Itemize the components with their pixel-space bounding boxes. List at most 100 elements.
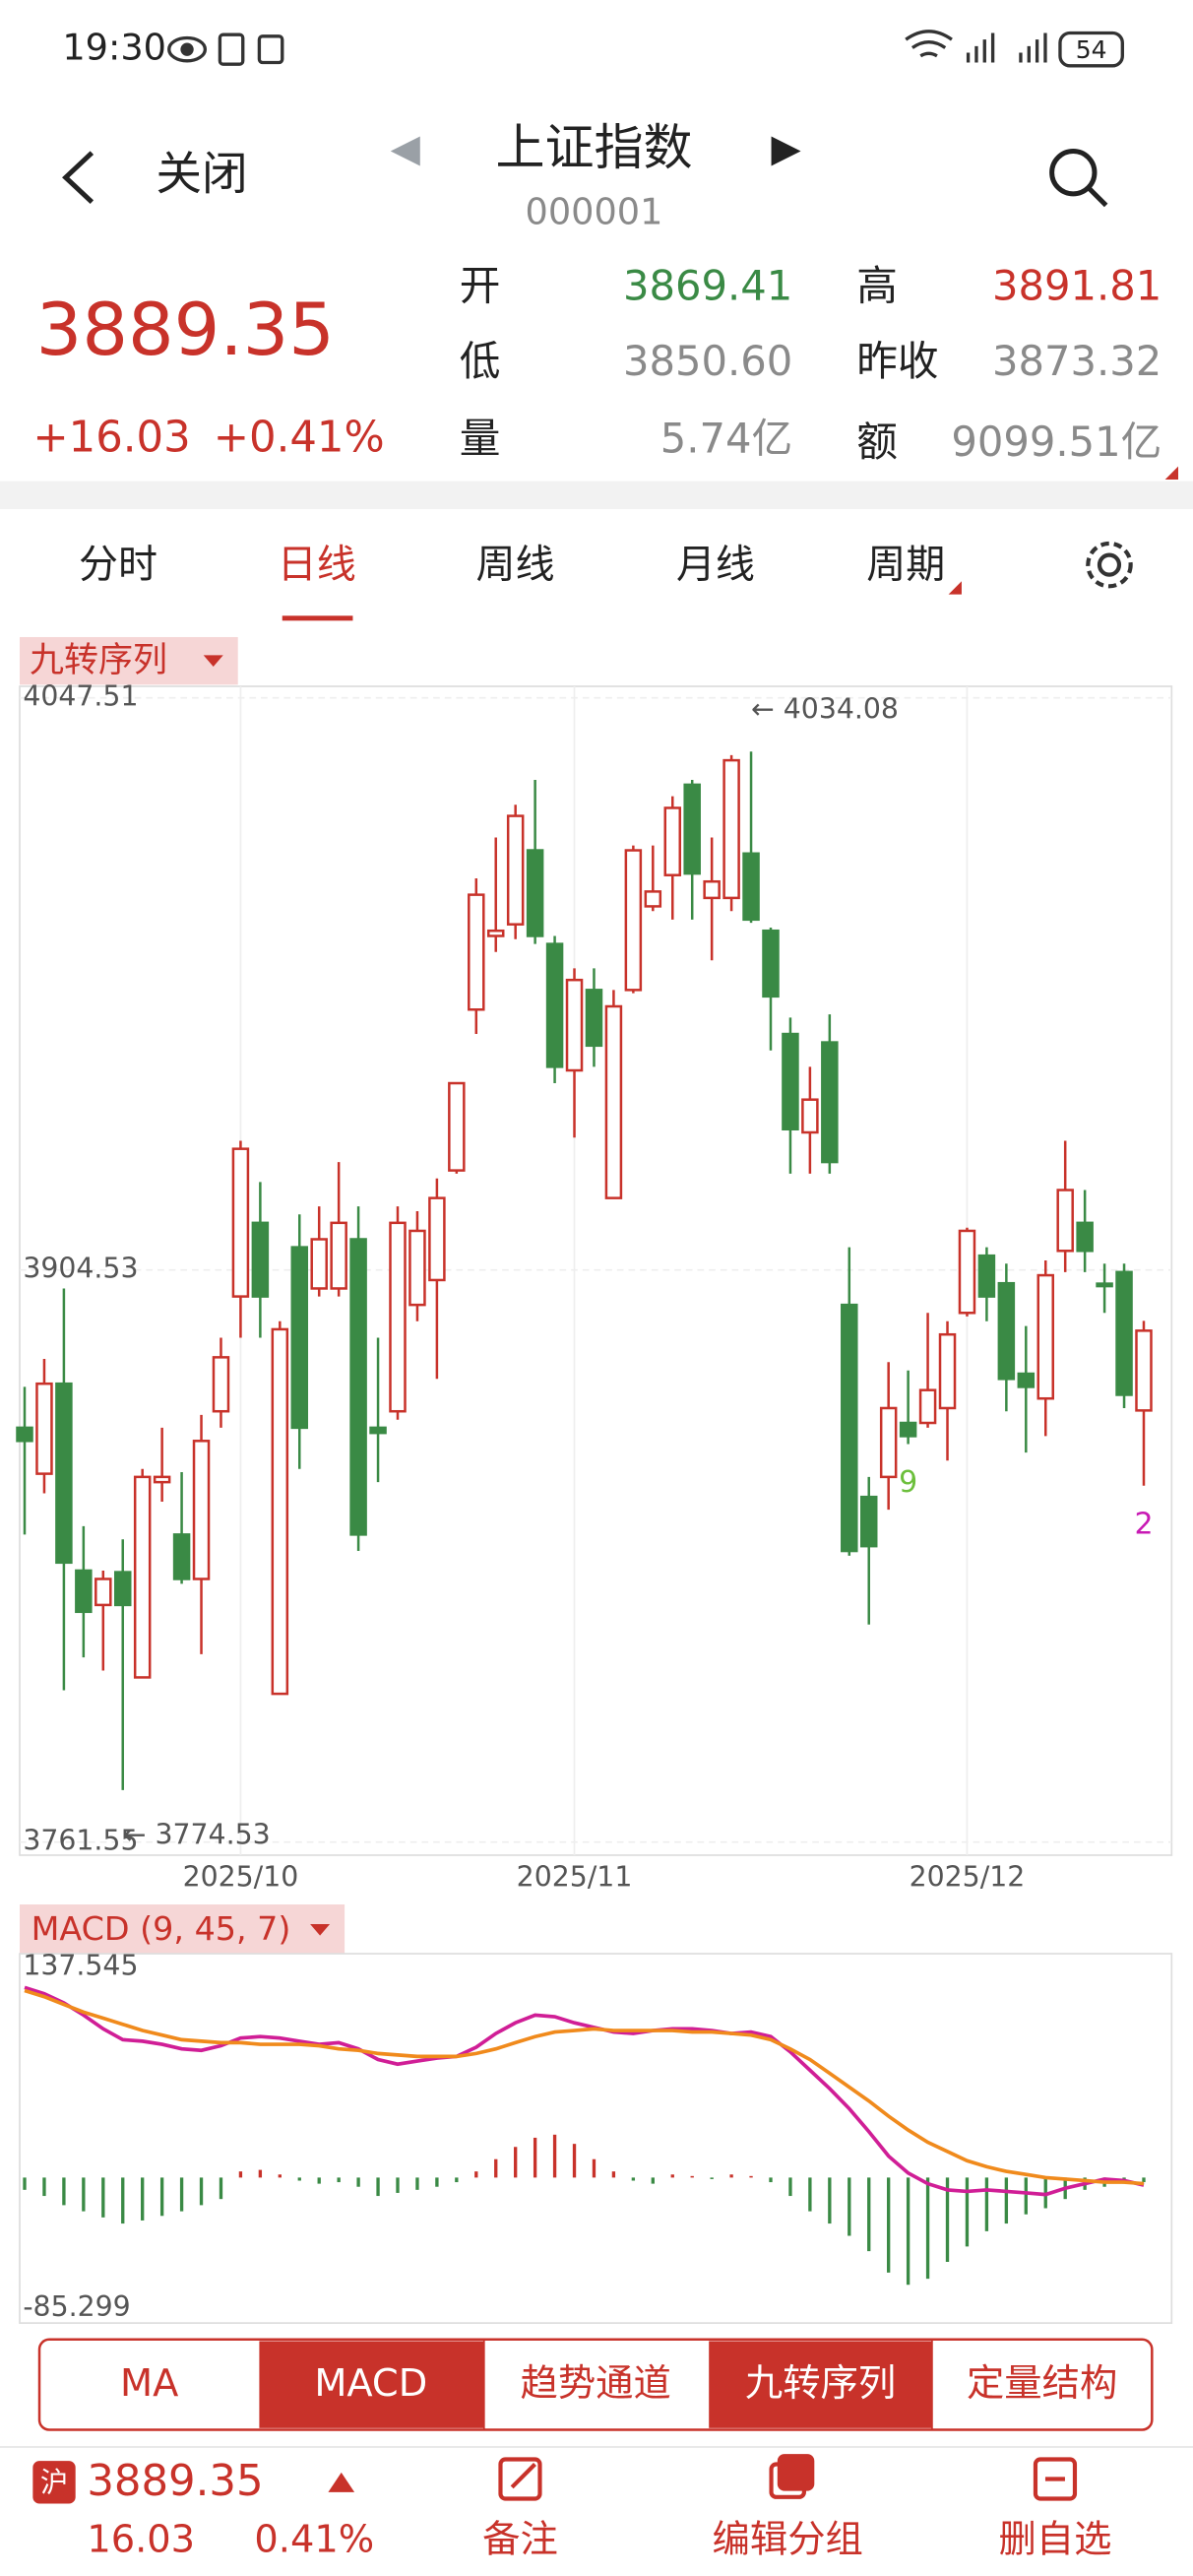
high-annotation: ← 4034.08 (751, 693, 899, 726)
price-plot-frame (19, 685, 1173, 1856)
y-tick-label: -85.299 (23, 2290, 130, 2323)
candle-body (585, 989, 603, 1048)
candle-body (310, 1238, 328, 1290)
candle-body (801, 1098, 819, 1134)
search-icon[interactable] (1049, 149, 1108, 208)
period-tab[interactable]: 日线 (278, 542, 356, 587)
candle-body (624, 849, 643, 992)
button-divider (482, 2339, 933, 2430)
candle-body (231, 1147, 250, 1298)
candle-body (997, 1281, 1016, 1381)
candle-body (938, 1332, 957, 1410)
field-value: 3869.41 (623, 262, 792, 310)
candle-body (977, 1254, 996, 1298)
dropdown-arrow (203, 655, 223, 667)
macd-selector[interactable] (20, 1904, 345, 1955)
price-chart: 3761.55 3904.53 4047.51 2025/10 2025/11 2025/… (16, 680, 1172, 1893)
footer-price: 3889.35 (87, 2457, 263, 2506)
indicator-button[interactable]: MA (120, 2361, 178, 2406)
candle-body (879, 1406, 898, 1479)
footer-action[interactable]: 删自选 (998, 2517, 1111, 2561)
close-button[interactable]: 关闭 (156, 149, 247, 202)
candle-body (644, 890, 662, 908)
candle-body (1096, 1282, 1113, 1288)
candle-body (703, 879, 721, 900)
indicator-button[interactable]: MACD (314, 2361, 427, 2406)
indicator-button[interactable]: 九转序列 (745, 2361, 896, 2406)
candle-body (486, 929, 505, 937)
footer-action[interactable]: 备注 (482, 2517, 558, 2561)
candle-body (762, 929, 780, 998)
candle-body (428, 1196, 446, 1282)
prev-arrow[interactable] (390, 136, 420, 166)
field-value: 3850.60 (623, 337, 792, 385)
candle-body (75, 1569, 93, 1614)
candle-body (506, 814, 525, 926)
candle-body (604, 1004, 623, 1199)
candle-body (94, 1578, 112, 1607)
candle-body (55, 1382, 73, 1565)
candle-body (1017, 1372, 1036, 1388)
candle-body (918, 1388, 937, 1425)
candle-body (859, 1495, 878, 1548)
button-active-bg (259, 2341, 484, 2428)
field-label: 量 (460, 415, 501, 463)
x-tick-label: 2025/12 (910, 1860, 1026, 1893)
period-tab[interactable]: 周期 (866, 542, 945, 587)
field-label: 低 (460, 337, 501, 385)
candle-body (782, 1032, 799, 1131)
candle-body (448, 1081, 466, 1172)
indicator-selector[interactable] (20, 636, 238, 685)
up-arrow (328, 2472, 355, 2492)
footer-change: 16.03 (87, 2517, 195, 2561)
period-tab[interactable]: 月线 (676, 542, 755, 587)
y-tick-label: 4047.51 (23, 680, 138, 713)
dropdown-arrow (310, 1924, 331, 1936)
battery-level: 54 (1076, 35, 1107, 64)
candle-body (958, 1229, 976, 1315)
footer-icons (498, 2454, 1078, 2501)
y-tick-label: 3761.55 (23, 1825, 138, 1857)
candle-body (408, 1229, 426, 1307)
market-badge (32, 2461, 76, 2504)
field-label: 额 (856, 418, 898, 466)
candle-body (16, 1426, 33, 1443)
tab-underline (282, 615, 353, 621)
settings-icon[interactable] (1086, 541, 1133, 589)
indicator-button[interactable]: 定量结构 (967, 2361, 1117, 2406)
header-title: 上证指数 (495, 119, 692, 176)
button-active-bg (709, 2341, 932, 2428)
candle-body (113, 1571, 132, 1607)
footer-action[interactable]: 编辑分组 (713, 2517, 863, 2561)
period-tab[interactable]: 周线 (475, 542, 554, 587)
candle-body (899, 1421, 917, 1438)
candle-body (172, 1533, 191, 1580)
candle-body (133, 1475, 152, 1679)
footer-change-pct: 0.41% (254, 2517, 374, 2561)
x-tick-label: 2025/10 (183, 1860, 299, 1893)
candle-body (722, 758, 740, 900)
indicator-button[interactable]: 趋势通道 (521, 2361, 671, 2406)
macd-chart: -85.299 137.545 (23, 1949, 1146, 2323)
candle-body (35, 1382, 53, 1475)
period-tab[interactable]: 分时 (79, 542, 157, 587)
candle-body (192, 1440, 211, 1580)
field-value: 3873.32 (992, 337, 1162, 385)
candle-body (468, 893, 485, 1011)
x-tick-label: 2025/11 (517, 1860, 633, 1893)
candle-body (742, 852, 760, 922)
candle-body (153, 1475, 171, 1484)
y-tick-label: 137.545 (23, 1949, 138, 1981)
candle-body (1115, 1270, 1133, 1396)
macd-selector-label: MACD (9, 45, 7) (31, 1909, 291, 1948)
macd-line (24, 1985, 1145, 2197)
quote-change-pct: +0.41% (214, 413, 385, 462)
back-icon[interactable] (62, 151, 94, 205)
field-value: 5.74亿 (660, 415, 792, 463)
next-arrow[interactable] (771, 136, 801, 166)
indicator-selector-label: 九转序列 (30, 641, 167, 680)
low-annotation: ← 3774.53 (123, 1819, 271, 1851)
candle-body (545, 942, 564, 1068)
